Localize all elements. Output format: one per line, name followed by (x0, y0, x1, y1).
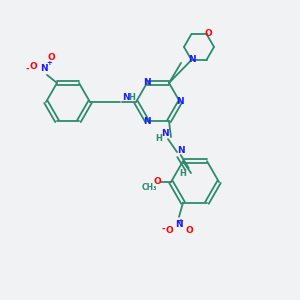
Text: O: O (185, 226, 193, 235)
Text: H: H (156, 134, 162, 142)
Text: N: N (161, 129, 169, 138)
Text: CH₃: CH₃ (141, 184, 157, 193)
Text: N: N (177, 146, 185, 154)
Text: O: O (47, 53, 55, 62)
Text: N: N (175, 220, 183, 229)
Text: O: O (29, 62, 37, 71)
Text: -: - (161, 225, 165, 234)
Text: N: N (188, 56, 195, 64)
Text: N: N (122, 94, 130, 103)
Text: N: N (143, 78, 151, 87)
Text: N: N (143, 117, 151, 126)
Text: N: N (176, 98, 184, 106)
Text: O: O (153, 178, 161, 187)
Text: H: H (180, 169, 186, 178)
Text: O: O (165, 226, 173, 235)
Text: N: N (40, 64, 48, 74)
Text: H: H (129, 94, 135, 103)
Text: O: O (205, 29, 212, 38)
Text: -: - (25, 64, 29, 74)
Text: +: + (177, 218, 183, 224)
Text: +: + (46, 60, 52, 66)
